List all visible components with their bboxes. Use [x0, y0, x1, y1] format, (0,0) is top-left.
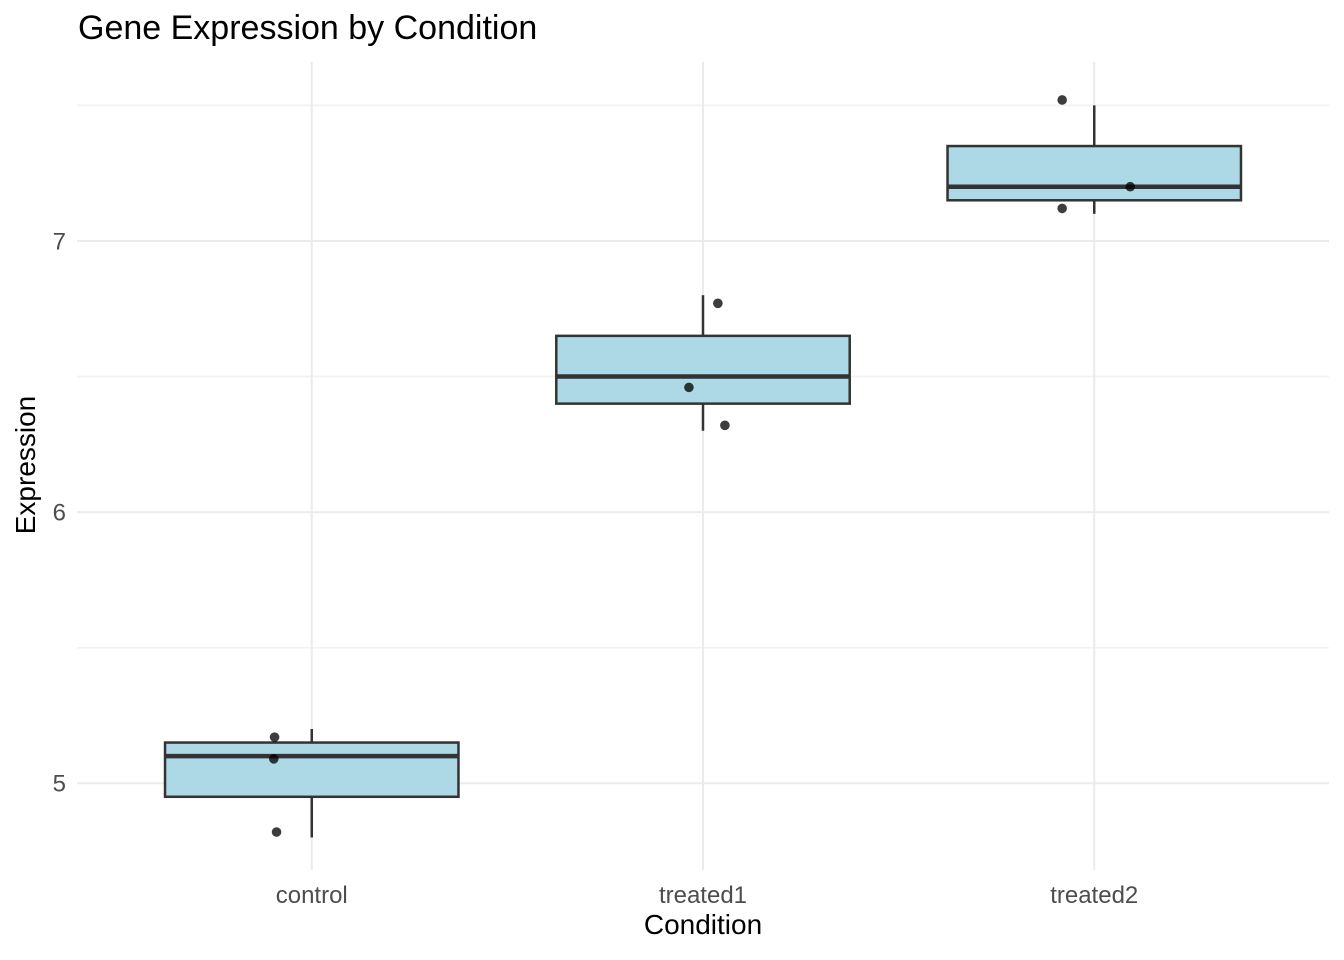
x-tick-label: treated2: [1050, 882, 1138, 909]
x-tick-label: control: [276, 882, 348, 909]
box-control: [163, 741, 460, 799]
jitter-point: [1125, 181, 1136, 192]
y-tick-label: 7: [53, 228, 66, 255]
box-treated2: [946, 144, 1243, 202]
x-tick-label: treated1: [659, 882, 747, 909]
jitter-point: [713, 298, 723, 309]
y-tick-label: 6: [53, 500, 66, 527]
box-treated1: [555, 334, 851, 405]
jitter-point: [684, 382, 694, 393]
jitter-point: [720, 420, 730, 431]
jitter-point: [268, 754, 279, 764]
jitter-point: [271, 827, 282, 837]
jitter-point: [269, 732, 280, 742]
chart-title: Gene Expression by Condition: [78, 9, 538, 47]
jitter-point: [1057, 203, 1067, 214]
x-axis-title: Condition: [643, 909, 763, 940]
y-tick-label: 5: [53, 771, 66, 798]
jitter-point: [1057, 95, 1067, 105]
